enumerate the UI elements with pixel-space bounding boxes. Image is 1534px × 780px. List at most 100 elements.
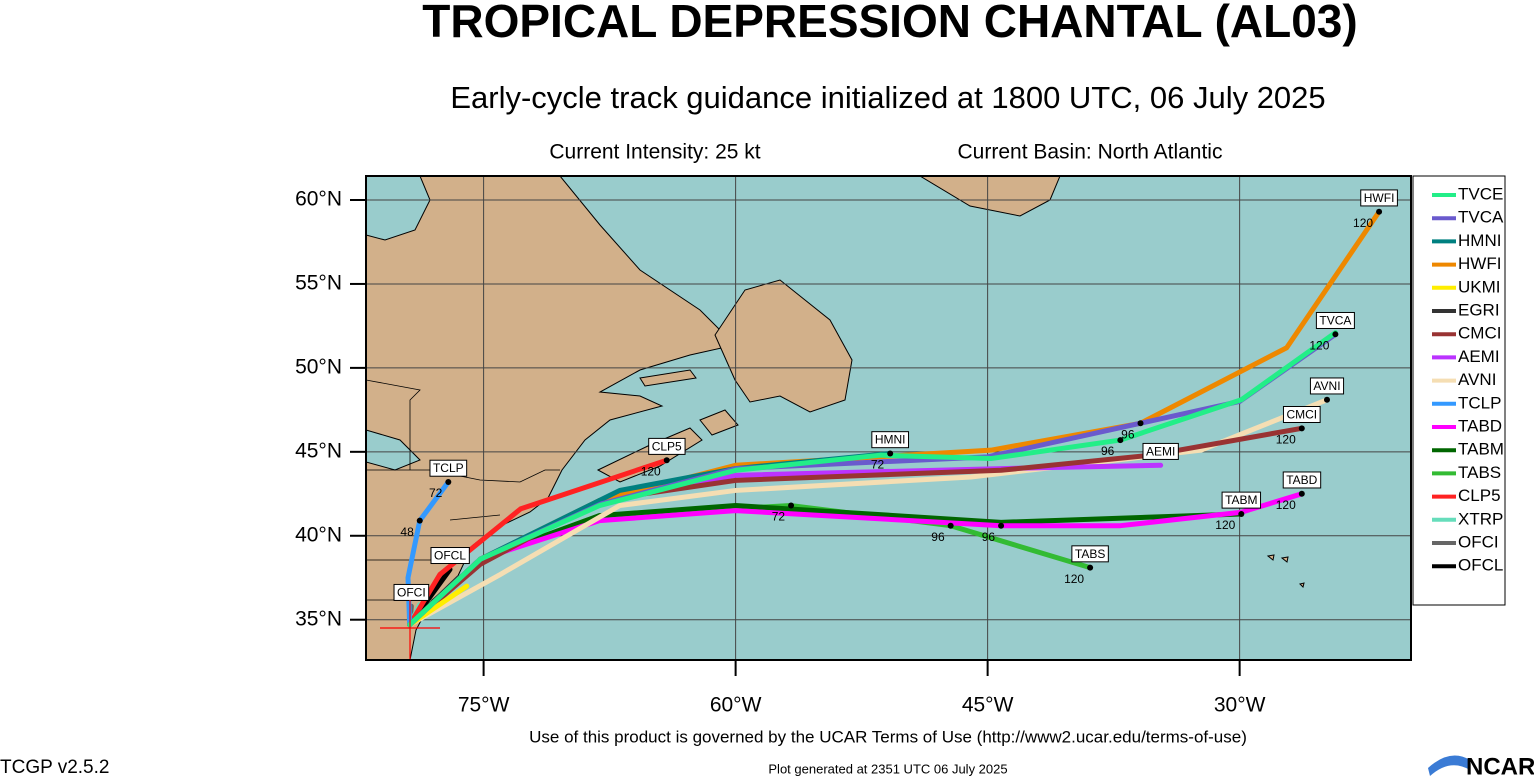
legend-label: CMCI (1458, 324, 1501, 343)
hour-dot (1238, 510, 1245, 517)
hour-label: 72 (429, 486, 443, 500)
hour-label: 120 (1353, 216, 1373, 230)
borders (366, 379, 560, 601)
y-tick-label: 50°N (295, 355, 342, 378)
hour-label: 96 (931, 530, 945, 544)
track-label: OFCI (397, 585, 426, 599)
chart-subtitle: Early-cycle track guidance initialized a… (450, 80, 1325, 115)
legend-label: HMNI (1458, 231, 1501, 250)
track-label-box (430, 547, 470, 565)
hour-label: 96 (982, 530, 996, 544)
track-label-box (1282, 471, 1322, 489)
track-line (407, 397, 1330, 628)
legend-box (1412, 175, 1506, 606)
track-label: TABS (1075, 547, 1105, 561)
track-label: TABD (1286, 473, 1317, 487)
track-label: TCLP (433, 461, 464, 475)
hour-dot (1298, 490, 1305, 497)
legend-label: OFCL (1458, 556, 1503, 575)
track-label-box (1142, 442, 1179, 460)
map-frame (365, 175, 1412, 661)
legend-label: XTRP (1458, 509, 1503, 528)
track-label-box (871, 431, 910, 449)
hour-label: 72 (772, 510, 786, 524)
hour-label: 120 (1309, 338, 1329, 352)
track-line (407, 330, 1338, 628)
track-label: OFCL (434, 549, 466, 563)
hour-dot (887, 450, 894, 457)
x-tick-label: 45°W (962, 694, 1014, 717)
hour-dot (1376, 208, 1383, 215)
track-label: AVNI (1313, 379, 1340, 393)
hour-dot (1332, 331, 1339, 338)
logo: NCAR (1466, 753, 1534, 780)
track-label-box (1315, 311, 1355, 329)
hour-label: 120 (641, 464, 661, 478)
hour-dot (416, 517, 423, 524)
legend-label: TVCA (1458, 208, 1504, 227)
track-label-box (1309, 377, 1345, 395)
hour-dot (788, 502, 795, 509)
track-label-box (1221, 491, 1262, 509)
legend-label: TABS (1458, 463, 1501, 482)
y-tick-label: 55°N (295, 271, 342, 294)
track-label: HWFI (1364, 191, 1395, 205)
legend-label: AEMI (1458, 347, 1500, 366)
tracks: OFCL OFCI 120 CLP5 72 96 120 TABS 120 TABM 96 120 TA… (393, 189, 1398, 628)
track-label-box (393, 583, 430, 601)
hour-dot (1323, 396, 1330, 403)
x-tick-label: 60°W (710, 694, 762, 717)
track-line (405, 479, 451, 628)
map: OFCL OFCI 120 CLP5 72 96 120 TABS 120 TABM 96 120 TA… (366, 176, 1411, 660)
basin: Current Basin: North Atlantic (958, 141, 1223, 164)
track-label-box (429, 459, 468, 477)
legend-label: TABD (1458, 416, 1502, 435)
legend-label: TCLP (1458, 393, 1501, 412)
y-tick-label: 35°N (295, 607, 342, 630)
hour-label: 120 (1215, 518, 1235, 532)
track-label: CLP5 (652, 439, 682, 453)
generated: Plot generated at 2351 UTC 06 July 2025 (768, 761, 1007, 776)
hour-dot (445, 479, 452, 486)
hour-label: 120 (1276, 432, 1296, 446)
y-tick-label: 40°N (295, 523, 342, 546)
legend-label: TVCE (1458, 184, 1503, 203)
hour-dot (998, 522, 1005, 529)
track-label-box (648, 437, 686, 455)
legend-label: EGRI (1458, 300, 1500, 319)
legend-label: OFCI (1458, 532, 1499, 551)
hour-label: 96 (1101, 444, 1115, 458)
grid (366, 176, 1411, 660)
hour-dot (1137, 420, 1144, 427)
legend-label: UKMI (1458, 277, 1501, 296)
track-label: HMNI (875, 433, 906, 447)
legend: TVCE TVCA HMNI HWFI UKMI EGRI CMCI AEMI AVNI TCLP… (1432, 184, 1504, 575)
chart-title: TROPICAL DEPRESSION CHANTAL (AL03) (422, 0, 1357, 47)
hour-label: 48 (400, 525, 414, 539)
track-label-box (1360, 189, 1398, 207)
hour-dot (663, 457, 670, 464)
hour-label: 96 (1121, 427, 1135, 441)
x-tick-label: 75°W (458, 694, 510, 717)
legend-label: TABM (1458, 440, 1504, 459)
intensity: Current Intensity: 25 kt (549, 141, 760, 164)
hour-label: 120 (1276, 498, 1296, 512)
track-label: AEMI (1146, 444, 1175, 458)
y-tick-label: 60°N (295, 188, 342, 211)
legend-label: HWFI (1458, 254, 1501, 273)
track-label: TVCA (1319, 313, 1351, 327)
track-label-box (1071, 545, 1109, 563)
hour-label: 120 (1064, 572, 1084, 586)
x-tick-label: 30°W (1214, 694, 1266, 717)
track-label: CMCI (1286, 407, 1317, 421)
hour-dot (1117, 437, 1124, 444)
logo-mark (1428, 755, 1470, 776)
hour-dot (1298, 425, 1305, 432)
track-label-box (1282, 405, 1321, 423)
track-label: TABM (1225, 493, 1257, 507)
version: TCGP v2.5.2 (0, 757, 109, 778)
hour-dot (947, 522, 954, 529)
current-position (380, 600, 440, 660)
y-tick-label: 45°N (295, 439, 342, 462)
